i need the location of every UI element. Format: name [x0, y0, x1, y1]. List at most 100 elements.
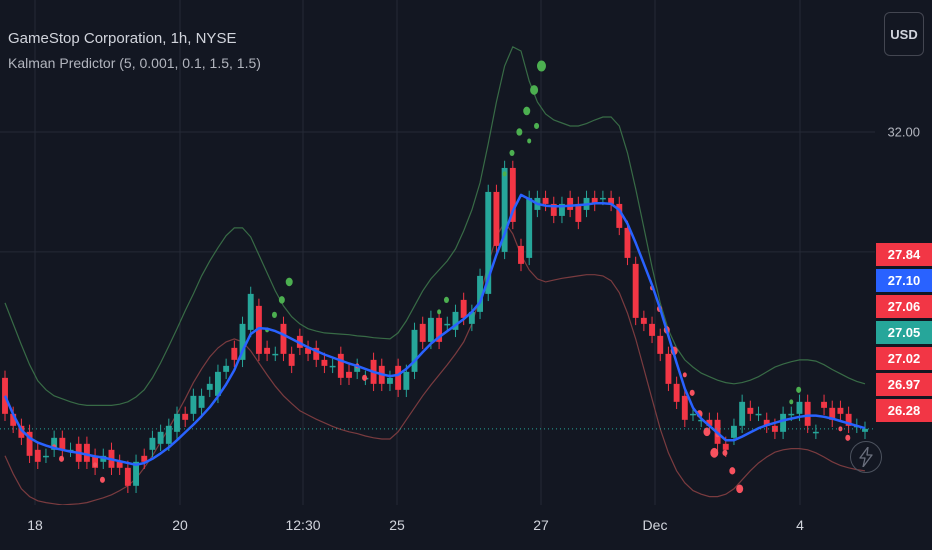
- candle-body: [501, 167, 508, 252]
- predictor-dot-up: [534, 122, 540, 130]
- predictor-dot-down: [689, 389, 695, 396]
- candle-body: [452, 311, 459, 330]
- candle-body: [18, 425, 25, 438]
- predictor-dot-down: [710, 447, 719, 458]
- candle-body: [665, 353, 672, 384]
- predictor-dot-down: [736, 484, 744, 494]
- predictor-dot-up: [509, 149, 515, 157]
- currency-button[interactable]: USD: [884, 12, 924, 56]
- predictor-dot-down: [682, 372, 687, 378]
- candle-body: [575, 203, 582, 222]
- candle-body: [599, 197, 606, 200]
- price-axis[interactable]: 30.0032.0027.8427.1027.0627.0527.0226.97…: [876, 0, 932, 505]
- candle-body: [706, 419, 713, 426]
- candle-body: [771, 425, 778, 432]
- predictor-dot-down: [703, 427, 711, 437]
- predictor-dot-up: [285, 277, 293, 287]
- price-tag: 27.02: [876, 347, 932, 370]
- candle-body: [427, 317, 434, 342]
- indicator-title[interactable]: Kalman Predictor (5, 0.001, 0.1, 1.5, 1.…: [8, 55, 261, 71]
- candle-body: [837, 407, 844, 414]
- candle-body: [526, 197, 533, 258]
- candle-body: [92, 455, 99, 468]
- candle-body: [698, 419, 705, 422]
- candle-body: [190, 395, 197, 414]
- candle-body: [493, 191, 500, 246]
- candle-body: [59, 437, 66, 450]
- candle-body: [346, 371, 352, 378]
- candle-body: [206, 383, 213, 390]
- candle-body: [845, 413, 852, 426]
- price-tick-label: 32.00: [887, 124, 920, 140]
- predictor-dot-down: [99, 476, 105, 483]
- candle-body: [747, 407, 754, 414]
- candle-body: [518, 245, 524, 264]
- candle-body: [812, 431, 819, 434]
- price-tag: 26.28: [876, 399, 932, 422]
- candle-body: [829, 407, 836, 420]
- candle-body: [731, 425, 737, 438]
- candle-body: [755, 413, 762, 416]
- price-tag: 27.05: [876, 321, 932, 344]
- candle-body: [681, 395, 688, 420]
- candle-body: [26, 431, 33, 456]
- candle-body: [182, 413, 189, 420]
- candle-body: [231, 347, 238, 360]
- candle-body: [436, 317, 443, 342]
- candle-body: [460, 299, 467, 318]
- time-axis[interactable]: 18 20 12:30 25 27 Dec 4: [0, 505, 875, 550]
- candle-body: [34, 449, 41, 462]
- candle-body: [149, 437, 156, 450]
- chart-legend: GameStop Corporation, 1h, NYSE Kalman Pr…: [8, 27, 261, 75]
- symbol-title[interactable]: GameStop Corporation, 1h, NYSE: [8, 30, 237, 47]
- candle-body: [624, 227, 631, 258]
- candle-body: [395, 365, 402, 390]
- predictor-dot-up: [536, 60, 546, 72]
- predictor-dot-up: [437, 309, 442, 315]
- time-tick-label: 20: [172, 517, 188, 533]
- candle-body: [690, 413, 696, 416]
- candle-body: [51, 437, 58, 450]
- predictor-dot-up: [278, 296, 285, 304]
- candle-body: [509, 167, 516, 222]
- price-chart[interactable]: [0, 0, 875, 505]
- predictor-dot-up: [789, 399, 794, 405]
- candle-body: [337, 353, 344, 378]
- candle-body: [567, 197, 574, 210]
- predictor-dot-up: [443, 296, 449, 303]
- candle-body: [788, 413, 795, 416]
- candle-body: [673, 383, 680, 402]
- candle-body: [542, 197, 549, 204]
- candle-body: [763, 419, 770, 426]
- predictor-dot-up: [502, 171, 507, 177]
- candle-body: [804, 401, 811, 426]
- candle-body: [796, 401, 803, 414]
- predictor-dot-down: [845, 434, 851, 441]
- candle-body: [116, 461, 123, 468]
- candle-body: [468, 311, 475, 324]
- upper-band-line: [4, 45, 866, 406]
- time-tick-label: 18: [27, 517, 43, 533]
- time-tick-label: 12:30: [285, 517, 321, 533]
- predictor-dot-up: [530, 85, 539, 95]
- candle-body: [616, 203, 623, 228]
- candle-body: [247, 293, 254, 330]
- candle-body: [780, 413, 787, 432]
- candle-body: [329, 365, 336, 368]
- candle-body: [141, 455, 148, 462]
- time-tick-label: Dec: [642, 517, 668, 533]
- candle-body: [608, 197, 615, 204]
- candle-body: [133, 461, 139, 486]
- candle-body: [632, 263, 639, 318]
- candle-body: [239, 323, 246, 360]
- candle-body: [559, 203, 565, 216]
- candle-body: [649, 323, 655, 336]
- candle-body: [10, 413, 17, 426]
- lightning-icon[interactable]: [850, 441, 882, 473]
- candle-body: [485, 191, 492, 294]
- chart-area[interactable]: [0, 0, 875, 505]
- candle-body: [640, 317, 647, 324]
- predictor-dot-up: [796, 386, 802, 393]
- candle-body: [174, 413, 180, 432]
- predictor-dot-up: [523, 106, 531, 116]
